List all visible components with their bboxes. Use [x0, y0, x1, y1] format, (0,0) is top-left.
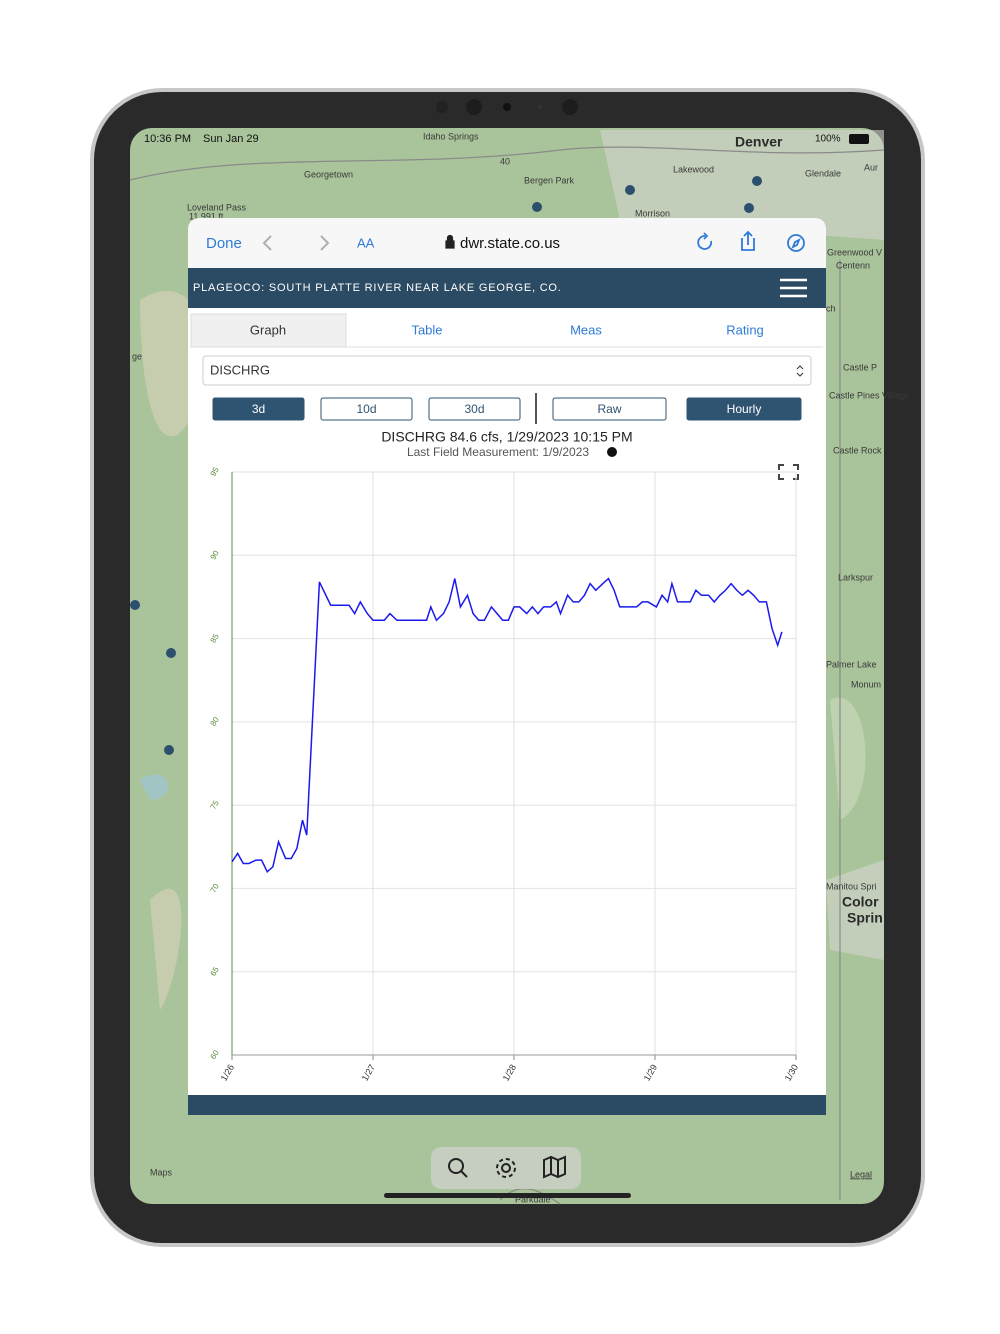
menu-icon[interactable] [780, 278, 807, 298]
button-label[interactable]: Raw [597, 402, 621, 416]
nav-arrows[interactable] [262, 235, 330, 251]
button-label[interactable]: 10d [356, 402, 376, 416]
select-value: DISCHRG [210, 362, 270, 377]
map-label: Centenn [836, 260, 870, 270]
map-pins [130, 176, 762, 755]
map-label: 11,991 ft [189, 211, 224, 221]
button[interactable] [686, 397, 802, 421]
map-label: Monum [851, 679, 881, 689]
site-header [188, 268, 826, 308]
map-label: Palmer Lake [826, 659, 877, 669]
button[interactable] [320, 397, 413, 421]
button-label[interactable]: 3d [252, 402, 265, 416]
map-label: Castle Rock [833, 445, 882, 455]
chart-subtitle: Last Field Measurement: 1/9/2023 [407, 445, 589, 459]
text-size-button[interactable]: AA [357, 235, 375, 250]
tab[interactable]: Meas [570, 322, 602, 337]
map-label: ge [132, 351, 142, 361]
browser-sheet [188, 218, 826, 1115]
map-label: Georgetown [304, 169, 353, 179]
camera [436, 99, 578, 115]
map-label: Castle P [843, 362, 877, 372]
lock-icon [445, 234, 455, 249]
browser-toolbar [188, 218, 826, 268]
map-label: ch [826, 303, 836, 313]
button-label[interactable]: Hourly [727, 402, 762, 416]
button[interactable] [428, 397, 521, 421]
done-button[interactable]: Done [206, 235, 242, 252]
map-label: Sprin [847, 910, 883, 926]
status-battery: 100% [815, 134, 841, 145]
map-label: Denver [735, 134, 783, 150]
map-label: Idaho Springs [423, 131, 479, 141]
map-label: Color [842, 894, 879, 910]
map-label: Manitou Spri [826, 881, 877, 891]
map-label: Aur [864, 162, 878, 172]
site-title: PLAGEOCO: SOUTH PLATTE RIVER NEAR LAKE G… [193, 282, 562, 294]
info-icon[interactable] [607, 447, 617, 457]
map-label: Castle Pines Village [829, 390, 909, 400]
url[interactable]: dwr.state.co.us [460, 235, 560, 252]
map-label: Parkdale [515, 1194, 551, 1204]
map-label: Glendale [805, 168, 841, 178]
map-label: Larkspur [838, 572, 873, 582]
map-dock [431, 1147, 581, 1189]
map-label: 40 [500, 156, 510, 166]
site-footer [188, 1095, 826, 1115]
tab[interactable]: Table [411, 322, 442, 337]
tab[interactable]: Graph [250, 322, 286, 337]
map-label: Morrison [635, 208, 670, 218]
home-indicator [384, 1193, 631, 1198]
dock-icons[interactable] [448, 1155, 566, 1179]
map-labels: Idaho Springs Georgetown Loveland Pass 1… [132, 131, 909, 1204]
select-arrow [796, 365, 804, 377]
button[interactable] [552, 397, 667, 421]
map-label: Loveland Pass [187, 202, 247, 212]
map-label: Greenwood V [827, 247, 882, 257]
toolbar-icons[interactable] [697, 230, 805, 252]
button-label[interactable]: 30d [464, 402, 484, 416]
select-box[interactable] [202, 355, 812, 386]
data-line [231, 577, 783, 873]
button[interactable] [212, 397, 305, 421]
fullscreen-icon[interactable] [778, 464, 799, 480]
tab[interactable]: Rating [726, 322, 764, 337]
tab-active [190, 313, 347, 348]
status-time: 10:36 PM [144, 133, 191, 145]
status-date: Sun Jan 29 [203, 133, 259, 145]
map-label: Maps [150, 1167, 173, 1177]
chart-title: DISCHRG 84.6 cfs, 1/29/2023 10:15 PM [381, 429, 632, 445]
battery-icon [849, 134, 869, 144]
map-label: Lakewood [673, 164, 714, 174]
map-label: Bergen Park [524, 175, 575, 185]
map-label: Legal [850, 1169, 872, 1179]
